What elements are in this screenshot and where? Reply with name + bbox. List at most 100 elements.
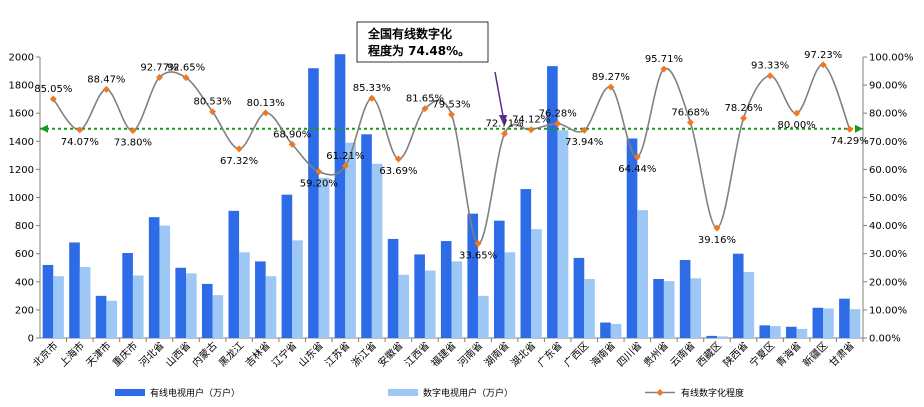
x-tick-label: 云南省 xyxy=(667,339,697,369)
bar-cable-tv xyxy=(308,68,319,339)
bar-cable-tv xyxy=(440,241,452,338)
x-tick-label: 河南省 xyxy=(455,339,485,369)
data-label: 72.71% xyxy=(486,119,524,130)
x-tick-label: 青海省 xyxy=(773,339,803,369)
data-label: 67.32% xyxy=(220,156,258,167)
bar-cable-tv xyxy=(626,138,638,338)
legend-marker-digitization xyxy=(656,389,664,396)
data-label: 95.71% xyxy=(645,54,683,65)
bar-digital-tv xyxy=(663,281,675,338)
y-left-tick-label: 1600 xyxy=(9,109,34,120)
y-left-tick-label: 1400 xyxy=(9,137,34,148)
y-right-tick-label: 0.00% xyxy=(869,334,901,345)
bar-cable-tv xyxy=(573,257,585,338)
x-tick-label: 海南省 xyxy=(588,339,618,369)
legend-label-digitization: 有线数字化程度 xyxy=(681,387,744,399)
data-label: 39.16% xyxy=(698,235,736,246)
average-arrow-right xyxy=(855,124,863,133)
bar-digital-tv xyxy=(398,274,410,338)
bar-cable-tv xyxy=(201,283,213,338)
bar-digital-tv xyxy=(796,328,808,338)
data-label: 73.94% xyxy=(565,137,603,148)
digitization-point xyxy=(49,95,57,103)
x-tick-label: 新疆区 xyxy=(800,339,830,369)
series-cable-tv-bars xyxy=(42,54,850,339)
bar-digital-tv xyxy=(318,177,330,338)
y-left-tick-label: 800 xyxy=(15,221,34,232)
x-tick-label: 甘肃省 xyxy=(826,339,856,369)
x-tick-label: 四川省 xyxy=(614,339,644,369)
bar-digital-tv xyxy=(239,252,250,338)
bar-cable-tv xyxy=(812,307,824,338)
bar-cable-tv xyxy=(493,220,505,338)
bar-cable-tv xyxy=(839,298,850,338)
digitization-point xyxy=(421,105,429,113)
digitization-curve xyxy=(52,64,851,245)
data-label: 80.13% xyxy=(247,98,285,109)
bar-digital-tv xyxy=(265,276,277,338)
y-left-tick-label: 0 xyxy=(28,334,34,345)
digitization-point xyxy=(262,109,270,117)
bar-digital-tv xyxy=(292,240,303,338)
bar-cable-tv xyxy=(786,326,797,338)
bar-cable-tv xyxy=(706,335,717,338)
data-label: 88.47% xyxy=(87,74,125,85)
digitization-point xyxy=(448,111,455,119)
average-arrow-left xyxy=(40,124,48,133)
x-tick-label: 陕西省 xyxy=(720,339,750,369)
x-tick-label: 重庆市 xyxy=(110,339,140,369)
bar-cable-tv xyxy=(759,325,771,338)
data-label: 76.68% xyxy=(671,108,709,119)
callout-arrowhead xyxy=(499,115,507,126)
x-tick-label: 黑龙江 xyxy=(216,339,246,369)
bar-digital-tv xyxy=(557,130,569,338)
x-tick-label: 贵州省 xyxy=(641,339,671,369)
data-label: 74.29% xyxy=(831,136,869,147)
bar-cable-tv xyxy=(467,213,479,338)
legend-label-digital-tv: 数字电视用户（万户） xyxy=(423,387,513,399)
bar-cable-tv xyxy=(361,134,372,338)
x-tick-label: 山西省 xyxy=(163,339,193,369)
data-label: 76.28% xyxy=(539,109,577,120)
data-label: 80.00% xyxy=(778,120,816,131)
digitization-point xyxy=(554,120,562,128)
bar-digital-tv xyxy=(132,275,144,338)
bar-cable-tv xyxy=(255,261,266,338)
bar-cable-tv xyxy=(42,264,54,338)
series-digitization-line xyxy=(49,61,854,247)
bar-digital-tv xyxy=(531,229,542,338)
x-tick-label: 浙江省 xyxy=(349,339,379,369)
x-tick-label: 吉林省 xyxy=(242,339,272,369)
x-tick-label: 北京市 xyxy=(30,339,60,369)
y-left-tick-label: 200 xyxy=(15,305,34,316)
bar-digital-tv xyxy=(371,163,383,338)
bar-cable-tv xyxy=(175,267,187,338)
bar-digital-tv xyxy=(637,210,648,338)
digitization-point xyxy=(501,130,509,138)
bar-digital-tv xyxy=(478,295,489,338)
bar-cable-tv xyxy=(281,194,293,338)
digitization-point xyxy=(713,224,721,232)
data-label: 79.53% xyxy=(432,100,470,111)
bar-cable-tv xyxy=(547,66,558,338)
bar-cable-tv xyxy=(95,295,107,338)
y-right-tick-label: 50.00% xyxy=(869,193,907,204)
data-label: 73.80% xyxy=(114,138,152,149)
legend-label-cable-tv: 有线电视用户（万户） xyxy=(150,387,240,399)
y-left-tick-label: 1800 xyxy=(9,81,34,92)
y-left-tick-label: 1000 xyxy=(9,193,34,204)
digitization-point xyxy=(394,155,402,163)
digitization-point xyxy=(660,65,668,73)
digitization-point xyxy=(315,168,323,176)
data-label: 61.21% xyxy=(326,151,364,162)
digitization-point xyxy=(182,74,190,82)
digitization-point xyxy=(607,83,615,91)
bar-digital-tv xyxy=(849,309,861,338)
y-right-tick-label: 70.00% xyxy=(869,137,907,148)
bar-digital-tv xyxy=(770,326,781,338)
bar-digital-tv xyxy=(743,271,755,338)
digitization-point xyxy=(633,153,641,161)
data-label: 64.44% xyxy=(618,164,656,175)
bar-digital-tv xyxy=(106,300,117,338)
digitization-point xyxy=(740,114,748,122)
